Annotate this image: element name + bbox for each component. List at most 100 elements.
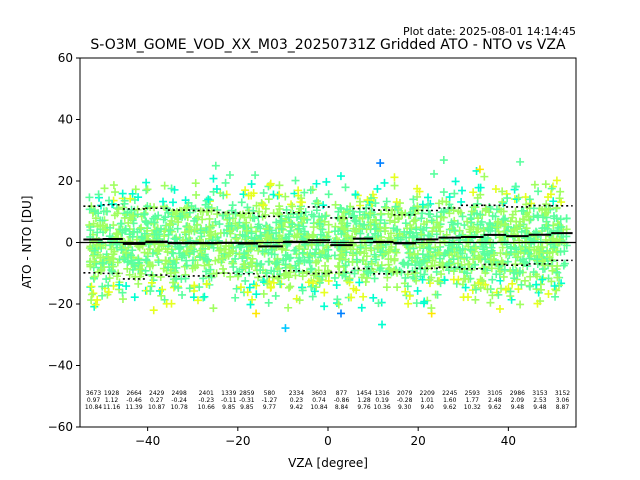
data-point [424, 201, 433, 210]
data-point [341, 183, 350, 192]
bin-mean-label: 0.23 [290, 397, 304, 404]
data-point [486, 220, 495, 229]
data-point [486, 298, 495, 307]
data-point [140, 229, 149, 238]
data-point [518, 255, 527, 264]
data-point [380, 178, 389, 187]
data-point [89, 251, 98, 260]
plot-date: Plot date: 2025-08-01 14:14:45 [403, 25, 576, 38]
data-point [514, 285, 523, 294]
data-point [366, 209, 375, 218]
data-point [91, 214, 100, 223]
bin-count-label: 2079 [397, 390, 412, 397]
data-point [232, 234, 241, 243]
data-point [530, 180, 539, 189]
data-point [300, 257, 309, 266]
data-point [163, 247, 172, 256]
bin-mean-label: -0.46 [126, 397, 142, 404]
data-point [308, 292, 317, 301]
data-point [221, 178, 230, 187]
data-point [382, 203, 391, 212]
data-point [534, 187, 543, 196]
data-point [471, 285, 480, 294]
data-point [438, 197, 447, 206]
data-point [475, 253, 484, 262]
data-point [264, 195, 273, 204]
data-point [467, 207, 476, 216]
data-point [120, 199, 129, 208]
bin-mean-label: -1.27 [262, 397, 278, 404]
data-point [469, 188, 478, 197]
data-point [475, 165, 484, 174]
data-point [293, 225, 302, 234]
data-point [370, 274, 379, 283]
data-point [286, 282, 295, 291]
data-point [474, 252, 483, 261]
data-point [202, 196, 211, 205]
data-point [91, 300, 100, 309]
data-point [465, 225, 474, 234]
bin-count-label: 2245 [442, 390, 457, 397]
data-point [508, 279, 517, 288]
data-point [363, 196, 372, 205]
data-point [523, 262, 532, 271]
data-point [347, 293, 356, 302]
bin-mean-label: 3.06 [556, 397, 570, 404]
data-point [506, 217, 515, 226]
bin-mean-label: -0.23 [198, 397, 214, 404]
data-point [516, 157, 525, 166]
data-point [242, 218, 251, 227]
data-point [218, 254, 227, 263]
data-point [334, 261, 343, 270]
data-point [310, 250, 319, 259]
data-point [312, 206, 321, 215]
data-point [303, 232, 312, 241]
data-point [267, 266, 276, 275]
data-point [420, 297, 429, 306]
data-point [433, 218, 442, 227]
data-point [227, 221, 236, 230]
data-point [511, 260, 520, 269]
data-point [406, 209, 415, 218]
data-point [369, 293, 378, 302]
data-point [307, 282, 316, 291]
data-point [401, 219, 410, 228]
data-point [556, 247, 565, 256]
data-point [334, 300, 343, 309]
data-point [143, 249, 152, 258]
data-point [436, 227, 445, 236]
data-point [508, 213, 517, 222]
data-point [136, 272, 145, 281]
data-point [544, 193, 553, 202]
bin-sd-label: 9.85 [240, 404, 254, 411]
data-point [512, 245, 521, 254]
data-point [309, 223, 318, 232]
data-point [380, 219, 389, 228]
data-point [315, 219, 324, 228]
data-point [430, 169, 439, 178]
data-point [559, 261, 568, 270]
data-point [376, 215, 385, 224]
data-point [271, 291, 280, 300]
data-point [281, 192, 290, 201]
data-point [506, 287, 515, 296]
data-point [259, 201, 268, 210]
data-point [320, 288, 329, 297]
data-point [206, 230, 215, 239]
data-point [262, 269, 271, 278]
data-point [312, 258, 321, 267]
data-point [201, 254, 210, 263]
data-point [235, 250, 244, 259]
data-point [134, 193, 143, 202]
data-point [312, 179, 321, 188]
data-point [89, 289, 98, 298]
data-point [371, 199, 380, 208]
data-point [242, 226, 251, 235]
data-point [190, 225, 199, 234]
data-point [109, 181, 118, 190]
data-point [513, 225, 522, 234]
data-point [376, 264, 385, 273]
data-point [170, 185, 179, 194]
data-point [336, 309, 345, 318]
data-point [146, 287, 155, 296]
